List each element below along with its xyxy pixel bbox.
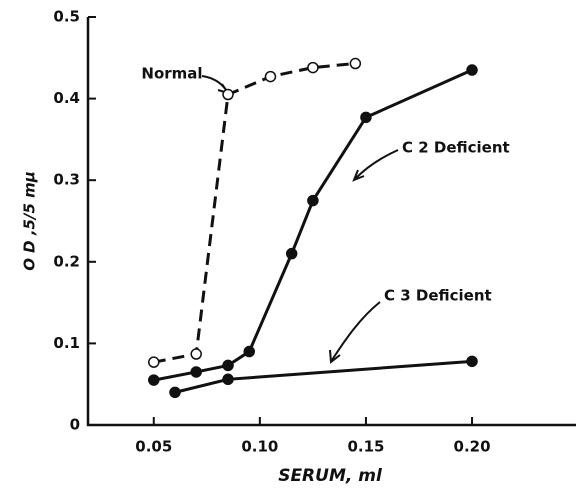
x-tick-label: 0.10 [241,438,278,456]
arrow-head [329,349,341,364]
data-point [222,88,234,101]
arrow-head [352,169,365,182]
data-point [243,345,256,358]
data-point [466,64,478,76]
x-tick-label: 0.20 [454,438,491,456]
series-label: C 3 Deficient [384,287,492,305]
data-point [190,366,202,378]
data-point [169,386,181,399]
data-point [190,348,202,360]
series-line [153,68,473,382]
y-tick-label: 0 [70,416,80,434]
data-point [148,374,160,386]
x-tick-label: 0.15 [347,438,384,456]
arrow [331,301,381,361]
data-point [285,247,298,260]
data-point [349,57,362,70]
series-label: C 2 Deficient [402,139,510,157]
x-tick-label: 0.05 [135,438,172,456]
y-tick-label: 0.3 [53,171,80,189]
arrow [355,149,399,179]
data-point [148,356,160,368]
data-point [222,359,234,372]
y-tick-label: 0.2 [53,252,80,270]
series-label: Normal [141,65,202,83]
series-line [153,62,356,364]
y-tick-label: 0.5 [53,8,80,26]
data-point [222,373,234,386]
y-tick-label: 0.4 [53,89,80,107]
arrow [201,75,227,91]
data-point [307,194,319,207]
data-point [360,111,372,124]
data-point [307,61,319,74]
x-axis-label: SERUM, ml [278,466,383,486]
y-axis-label: O D ,5/5 mμ [21,171,39,271]
data-point [466,355,478,368]
y-tick-label: 0.1 [53,334,80,352]
data-point [264,70,277,83]
